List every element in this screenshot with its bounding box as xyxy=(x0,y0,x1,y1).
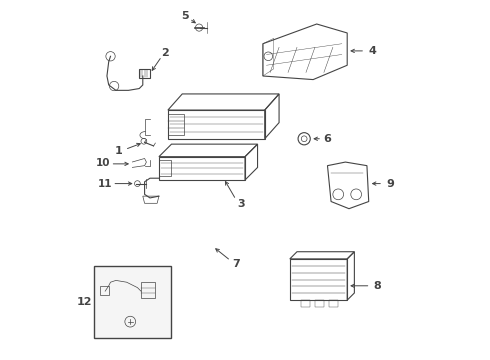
Bar xyxy=(95,266,172,338)
Text: 9: 9 xyxy=(386,179,394,189)
Text: 1: 1 xyxy=(115,146,122,156)
Text: 7: 7 xyxy=(232,259,240,269)
Text: 6: 6 xyxy=(323,134,331,144)
Text: 4: 4 xyxy=(368,46,376,56)
Text: 8: 8 xyxy=(374,281,382,291)
Text: 12: 12 xyxy=(77,297,93,307)
Text: 11: 11 xyxy=(98,179,112,189)
Text: 2: 2 xyxy=(162,48,169,58)
Text: 5: 5 xyxy=(181,11,189,21)
Text: 10: 10 xyxy=(96,158,111,168)
Text: 3: 3 xyxy=(237,199,245,210)
